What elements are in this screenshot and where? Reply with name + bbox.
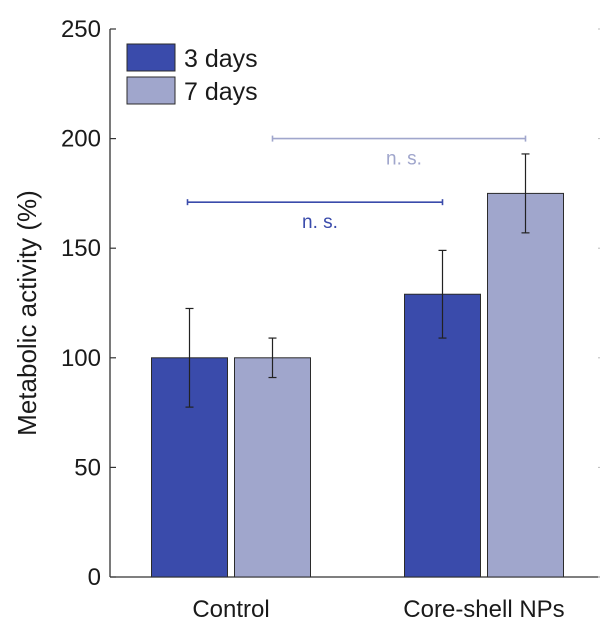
significance-label: n. s.: [302, 212, 338, 233]
y-tick-label: 0: [88, 564, 101, 591]
bar: [234, 357, 311, 578]
x-category-label: Control: [192, 596, 269, 618]
bar: [487, 192, 564, 578]
y-tick-label: 250: [61, 16, 101, 43]
legend-swatch: [126, 76, 176, 105]
x-category-label: Core-shell NPs: [403, 596, 564, 618]
y-axis-title: Metabolic activity (%): [12, 190, 42, 436]
legend-label: 3 days: [184, 45, 258, 73]
significance-label: n. s.: [386, 149, 422, 170]
legend-label: 7 days: [184, 78, 258, 106]
legend-swatch: [126, 43, 176, 72]
y-tick-label: 50: [74, 454, 101, 481]
y-tick-label: 150: [61, 235, 101, 262]
y-tick-label: 100: [61, 345, 101, 372]
y-tick-label: 200: [61, 126, 101, 153]
